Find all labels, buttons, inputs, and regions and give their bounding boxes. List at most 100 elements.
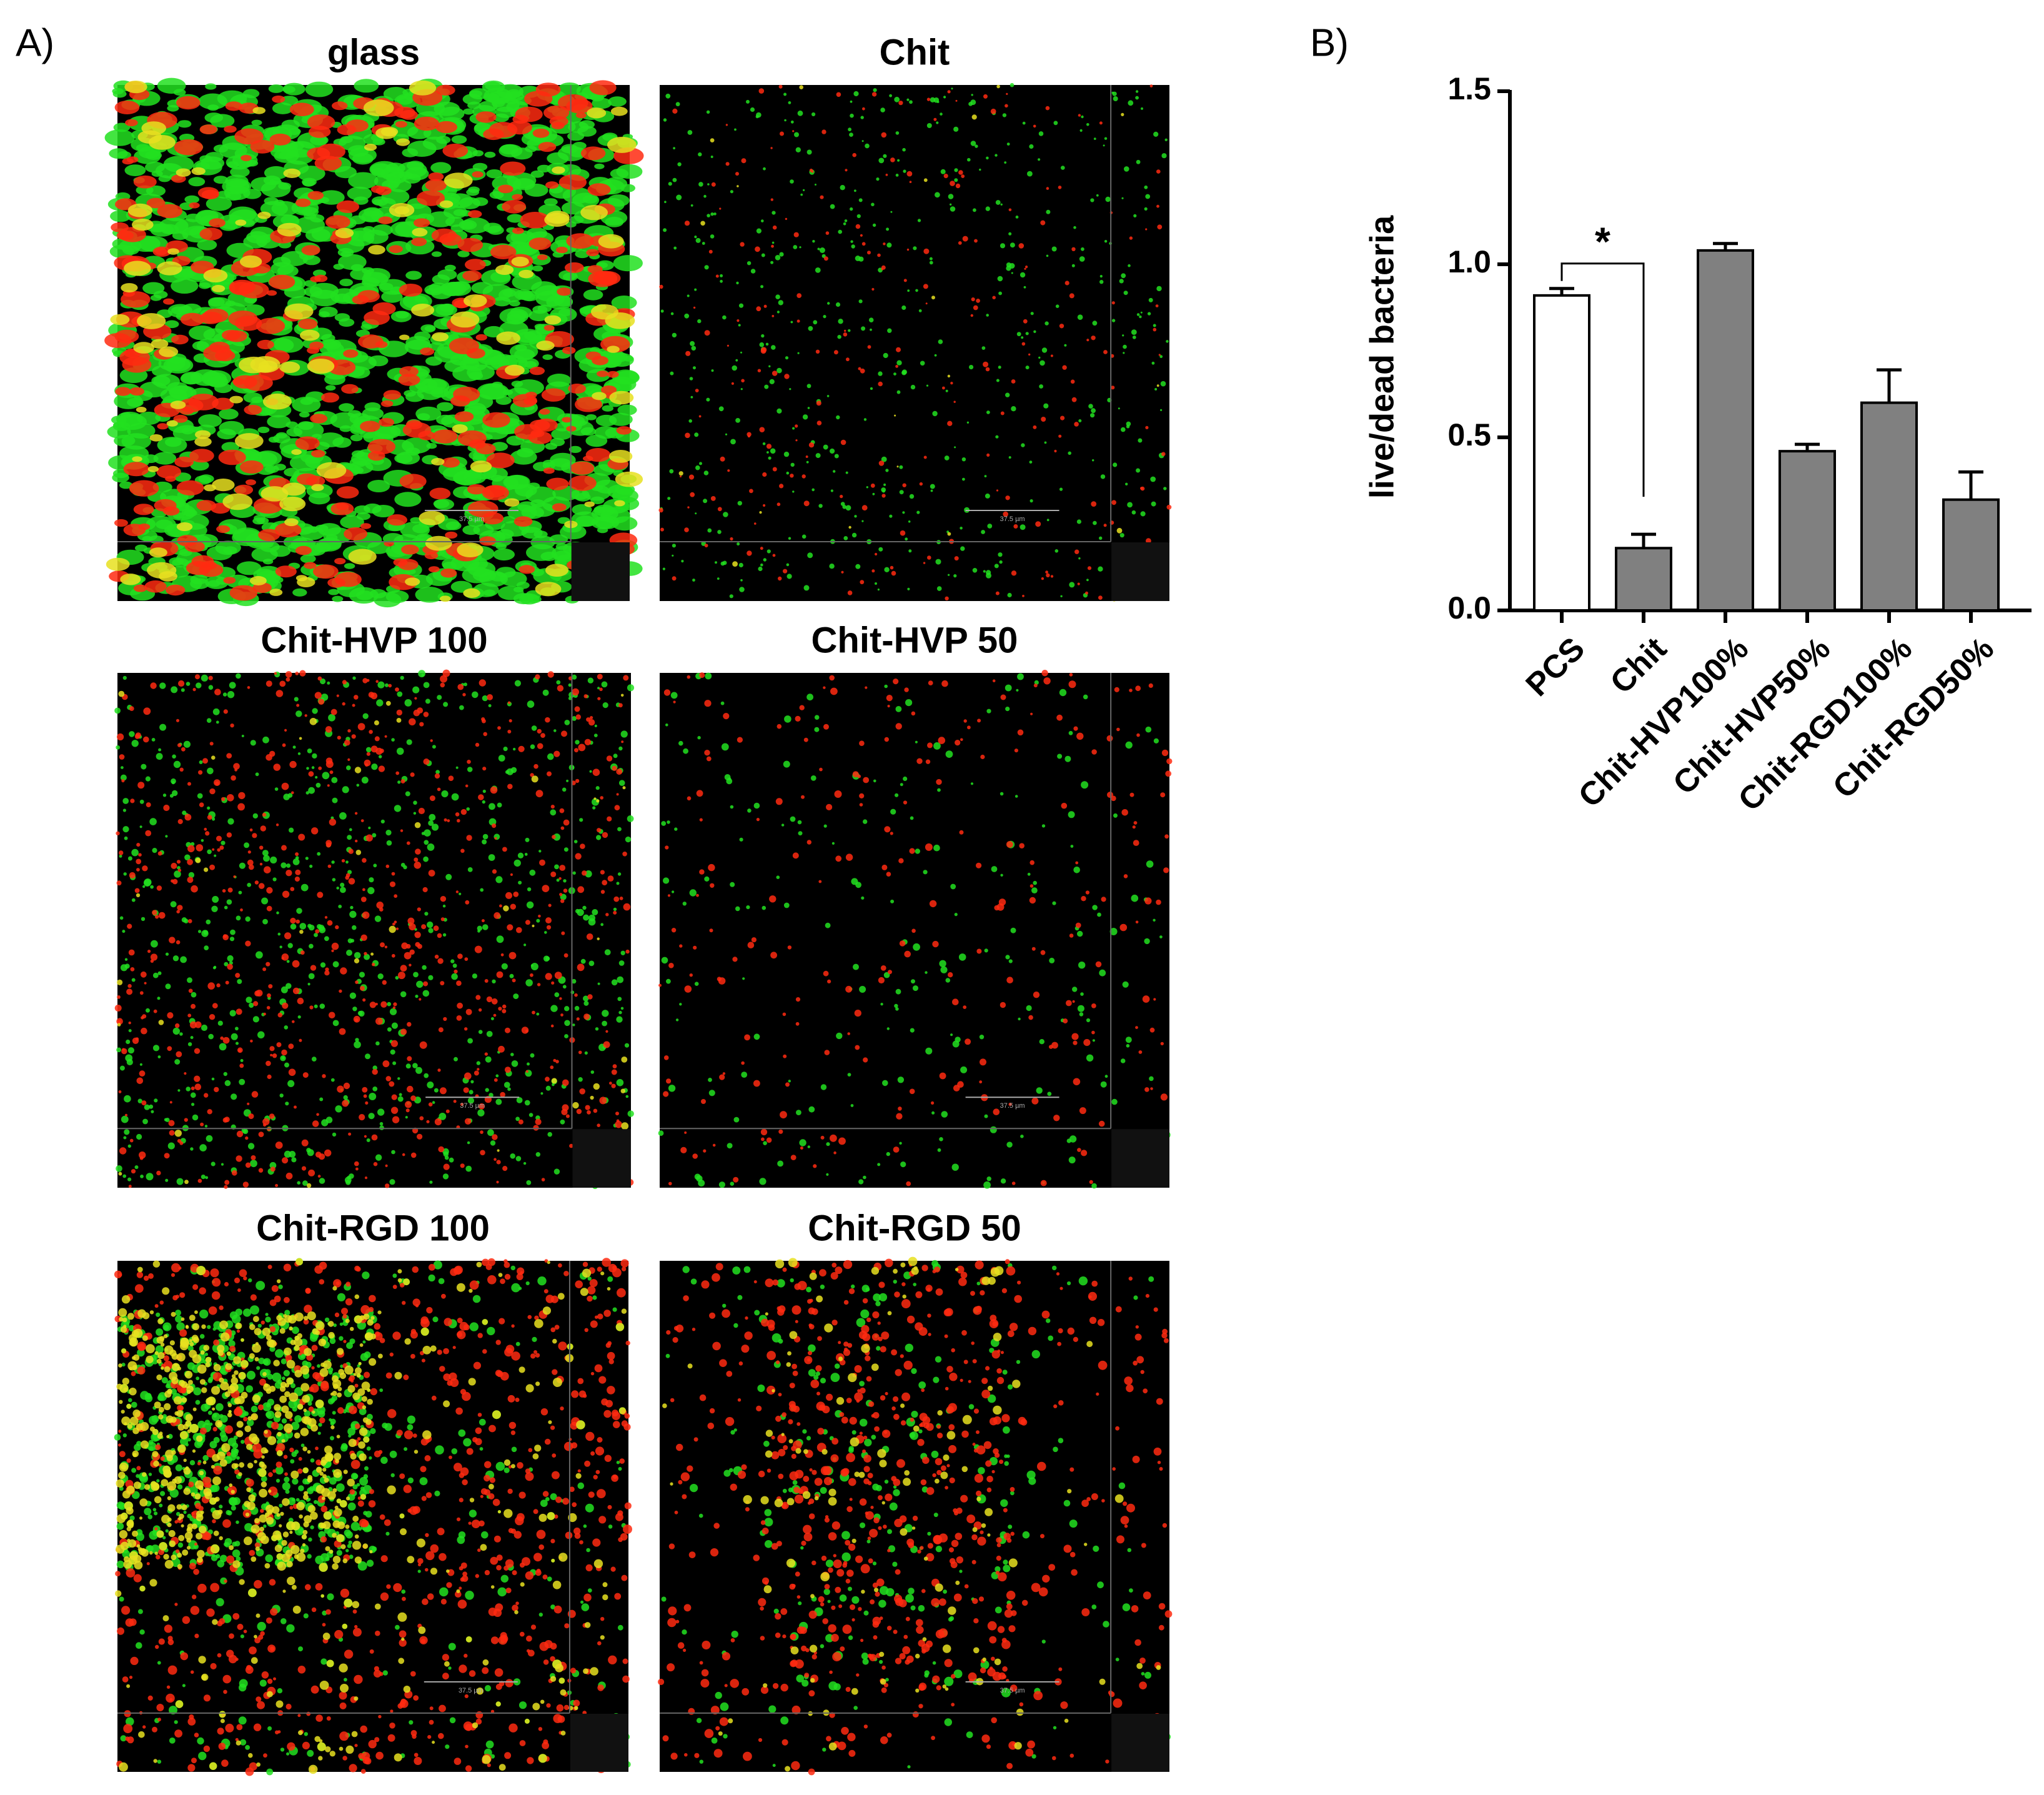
speckle [841, 571, 843, 574]
speckle [1029, 897, 1036, 903]
speckle [365, 1053, 370, 1059]
speckle [619, 960, 625, 966]
speckle [1003, 113, 1006, 117]
speckle [198, 187, 219, 199]
speckle [974, 239, 978, 243]
speckle [464, 1073, 472, 1080]
speckle [216, 525, 230, 533]
speckle [219, 845, 224, 850]
speckle [224, 1072, 227, 1076]
speckle [167, 1046, 172, 1051]
speckle [128, 204, 152, 217]
speckle [820, 247, 825, 253]
speckle [708, 1078, 712, 1082]
speckle [787, 574, 792, 579]
speckle [251, 1155, 256, 1160]
speckle [835, 855, 841, 862]
speckle [490, 787, 498, 794]
speckle [390, 882, 395, 887]
speckle [910, 181, 912, 183]
speckle [1027, 171, 1033, 177]
speckle [389, 926, 396, 933]
image-title: glass [327, 32, 420, 72]
speckle [704, 750, 710, 755]
speckle [158, 748, 161, 752]
speckle [602, 1021, 607, 1027]
speckle [894, 415, 896, 417]
speckle [235, 973, 240, 978]
speckle [412, 1063, 418, 1068]
speckle [668, 1085, 675, 1091]
speckle [144, 879, 151, 887]
speckle [884, 685, 888, 689]
speckle [170, 1101, 172, 1103]
speckle [806, 455, 808, 458]
speckle [253, 813, 258, 818]
speckle [1079, 1107, 1086, 1114]
speckle [1010, 242, 1015, 247]
speckle [693, 366, 696, 369]
speckle [512, 1060, 518, 1067]
speckle [143, 737, 149, 743]
speckle [923, 562, 925, 564]
speckle [518, 853, 523, 858]
speckle [496, 332, 520, 345]
speckle [360, 421, 380, 432]
speckle [559, 997, 562, 1000]
speckle [592, 1295, 597, 1300]
speckle [788, 945, 791, 949]
speckle [693, 307, 695, 309]
speckle [372, 963, 375, 966]
speckle [425, 326, 435, 331]
speckle [967, 725, 971, 729]
speckle [926, 302, 928, 304]
speckle [778, 577, 781, 580]
speckle [176, 940, 181, 945]
speckle [369, 356, 389, 367]
speckle [184, 919, 188, 923]
speckle [114, 708, 121, 714]
speckle [474, 1071, 479, 1076]
speckle [692, 1153, 698, 1159]
speckle [524, 91, 552, 106]
speckle [833, 470, 835, 472]
speckle [405, 792, 410, 797]
speckle [890, 809, 896, 815]
speckle [930, 484, 935, 489]
speckle [238, 792, 245, 799]
speckle [723, 713, 729, 719]
speckle [597, 370, 608, 377]
speckle [291, 449, 302, 455]
speckle [159, 724, 166, 731]
speckle [850, 241, 853, 243]
speckle [1146, 727, 1152, 733]
speckle [1157, 224, 1162, 229]
speckle [1154, 388, 1157, 390]
speckle [861, 116, 864, 119]
speckle [157, 1760, 161, 1764]
speckle [243, 1181, 249, 1187]
speckle [560, 1013, 563, 1017]
speckle [1072, 264, 1075, 267]
micrograph: 37.5 µm [658, 670, 1173, 1189]
speckle [227, 832, 232, 837]
speckle [738, 501, 742, 505]
speckle [405, 1116, 408, 1118]
speckle [344, 740, 350, 746]
speckle [711, 156, 713, 158]
speckle [339, 318, 354, 327]
speckle [838, 319, 843, 324]
speckle [505, 770, 509, 774]
speckle [742, 977, 745, 980]
speckle [512, 194, 523, 201]
speckle [940, 967, 947, 973]
speckle [1063, 1018, 1068, 1023]
speckle [204, 1093, 208, 1097]
speckle [139, 1151, 146, 1158]
speckle [950, 382, 953, 384]
speckle [320, 1658, 327, 1664]
speckle [224, 709, 228, 714]
speckle [741, 388, 743, 390]
speckle [137, 782, 144, 788]
speckle [663, 568, 665, 570]
